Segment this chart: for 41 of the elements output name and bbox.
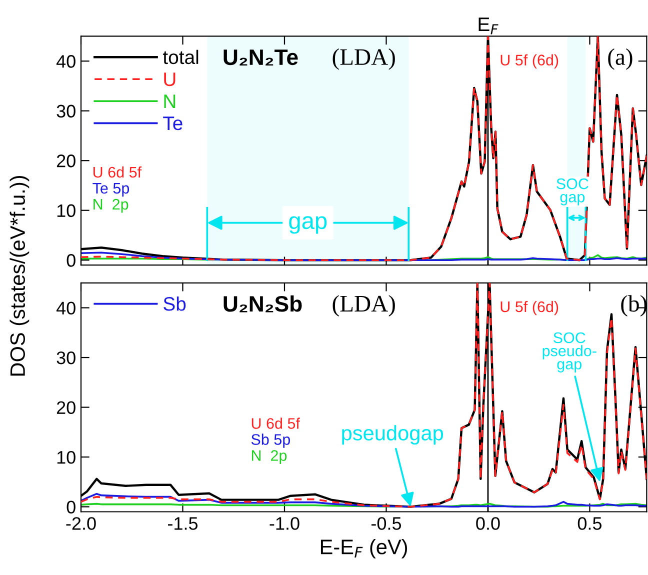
y-tick-label: 0 [66, 500, 76, 514]
x-tick-label: 0.0 [476, 517, 500, 530]
annotation: (LDA) [332, 295, 395, 316]
y-tick-label: 30 [56, 351, 76, 364]
annotation: N 2p [94, 198, 128, 213]
y-tick-label: 40 [56, 55, 76, 68]
band-label: gap [289, 216, 327, 234]
ref-line-label: E$_{F}$ [478, 18, 498, 34]
x-tick-label: 0.5 [578, 517, 602, 530]
legend-label: N [164, 94, 176, 108]
legend-label: U [164, 72, 176, 86]
legend-label: Sb [164, 296, 186, 311]
annotation: U 5f (6d) [500, 54, 558, 69]
band-label: SOC gap [556, 178, 588, 206]
y-tick-label: 20 [56, 154, 76, 168]
annotation: pseudogap [342, 425, 444, 445]
annotation: (a) [608, 48, 632, 70]
y-axis-title: DOS (states/(eV*f.u.)) [10, 176, 30, 376]
annotation: (LDA) [332, 48, 395, 70]
y-tick-label: 10 [57, 450, 76, 464]
annotation: U 5f (6d) [500, 300, 558, 316]
annotation: Te 5p [92, 182, 130, 197]
annotation: SOC pseudo- gap [542, 332, 596, 372]
chart-title: U₂N₂Te [224, 50, 298, 66]
y-tick-label: 10 [57, 204, 76, 218]
y-tick-label: 40 [56, 302, 76, 314]
x-tick-label: -1.0 [270, 517, 300, 530]
annotation: Sb 5p [251, 434, 290, 448]
x-tick-label: -0.5 [371, 517, 402, 530]
y-tick-label: 0 [66, 254, 76, 267]
x-axis-title: E-E$_{F}$ (eV) [320, 539, 408, 558]
y-tick-label: 20 [56, 401, 76, 414]
annotation: N 2p [252, 450, 287, 464]
x-tick-label: -1.5 [168, 517, 198, 530]
legend-label: total [162, 50, 198, 64]
annotation: U 6d 5f [252, 418, 300, 429]
chart-title: U₂N₂Sb [224, 295, 302, 312]
legend-label: Te [163, 116, 182, 130]
annotation: U 6d 5f [93, 166, 142, 178]
x-tick-label: -2.0 [66, 517, 96, 530]
y-tick-label: 30 [56, 104, 76, 118]
